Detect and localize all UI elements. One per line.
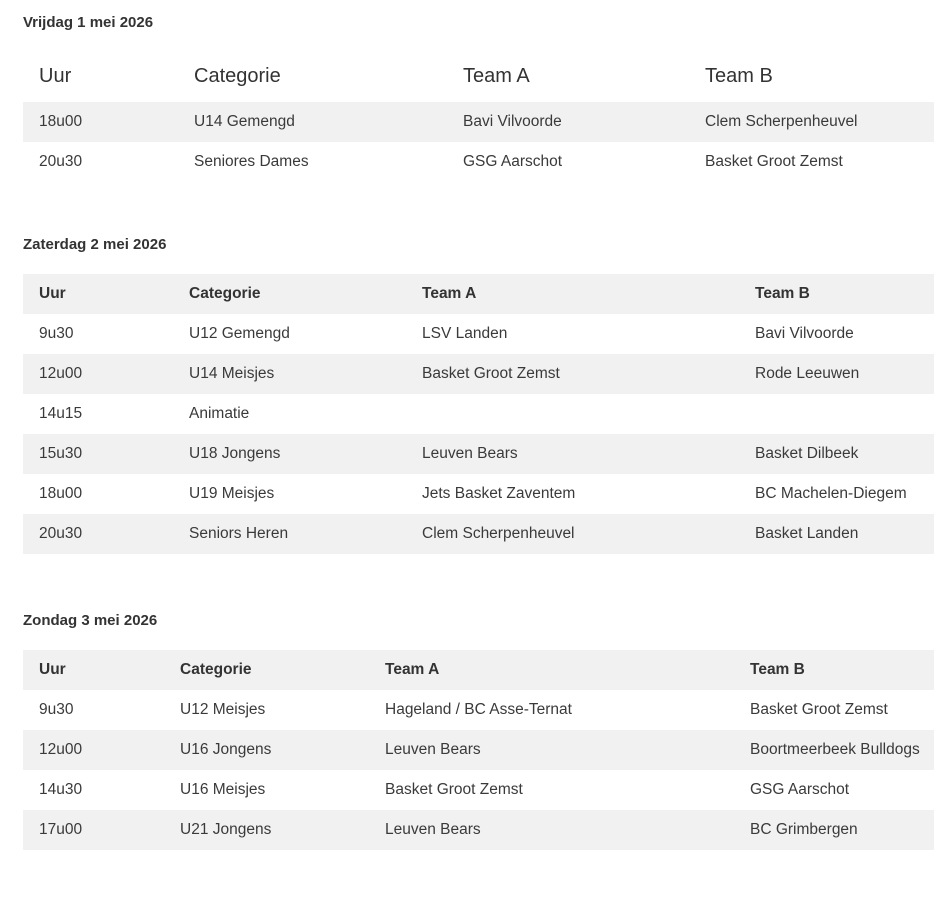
table-cell: BC Grimbergen	[750, 821, 858, 838]
table-cell: Basket Groot Zemst	[750, 701, 888, 718]
table-cell: Basket Groot Zemst	[385, 781, 523, 798]
table-row: 17u00 U21 Jongens Leuven Bears BC Grimberge…	[23, 810, 934, 850]
header-row: Uur Categorie Team A Team B	[23, 50, 934, 102]
table-row: 15u30 U18 Jongens Leuven Bears Basket Dilbe…	[23, 434, 934, 474]
table-cell: Jets Basket Zaventem	[422, 485, 576, 502]
table-row: 12u00 U14 Meisjes Basket Groot Zemst Rode L…	[23, 354, 934, 394]
day-title: Vrijdag 1 mei 2026	[23, 14, 154, 31]
table-row: 14u15 Animatie	[23, 394, 934, 434]
column-header: Team A	[463, 64, 530, 87]
table-cell: 9u30	[39, 701, 74, 718]
table-row: 12u00 U16 Jongens Leuven Bears Boortmeerbee…	[23, 730, 934, 770]
day-title: Zondag 3 mei 2026	[23, 612, 158, 629]
table-cell: Basket Dilbeek	[755, 445, 859, 462]
table-cell: 18u00	[39, 113, 83, 130]
table-cell: 17u00	[39, 821, 83, 838]
column-header: Uur	[39, 64, 72, 87]
table-cell: Leuven Bears	[385, 741, 481, 758]
header-row: Uur Categorie Team A Team B	[23, 274, 934, 314]
table-row: 18u00 U19 Meisjes Jets Basket Zaventem BC M…	[23, 474, 934, 514]
table-cell	[739, 394, 934, 434]
column-header: Team A	[385, 661, 440, 678]
table-cell: Hageland / BC Asse-Ternat	[385, 701, 572, 718]
table-cell: BC Machelen-Diegem	[755, 485, 907, 502]
table-cell: 14u30	[39, 781, 83, 798]
table-cell: 12u00	[39, 365, 83, 382]
table-cell: 14u15	[39, 405, 83, 422]
table-cell: U12 Gemengd	[189, 325, 290, 342]
column-header: Uur	[39, 285, 66, 302]
table-cell: LSV Landen	[422, 325, 508, 342]
table-row: 18u00 U14 Gemengd Bavi Vilvoorde Clem Scher…	[23, 102, 934, 142]
table-cell: Bavi Vilvoorde	[755, 325, 854, 342]
table-cell: 20u30	[39, 525, 83, 542]
table-cell: Basket Groot Zemst	[422, 365, 560, 382]
column-header: Categorie	[194, 64, 281, 87]
table-cell: U18 Jongens	[189, 445, 281, 462]
schedule-table: Uur Categorie Team A Team B 9u30 U12 Gemengd L…	[23, 274, 934, 554]
table-cell: Clem Scherpenheuvel	[705, 113, 858, 130]
table-cell: U19 Meisjes	[189, 485, 275, 502]
table-cell: Leuven Bears	[422, 445, 518, 462]
table-cell: U14 Meisjes	[189, 365, 275, 382]
table-cell: Seniors Heren	[189, 525, 289, 542]
table-cell: 20u30	[39, 153, 83, 170]
table-row: 20u30 Seniores Dames GSG Aarschot Basket Gr…	[23, 142, 934, 182]
column-header: Team B	[755, 285, 810, 302]
table-cell: U12 Meisjes	[180, 701, 266, 718]
table-cell: Seniores Dames	[194, 153, 309, 170]
column-header: Team B	[750, 661, 805, 678]
column-header: Uur	[39, 661, 66, 678]
table-cell: Basket Landen	[755, 525, 859, 542]
schedule-table: Uur Categorie Team A Team B 18u00 U14 Gemengd…	[23, 50, 934, 182]
table-cell: 15u30	[39, 445, 83, 462]
table-cell: U14 Gemengd	[194, 113, 295, 130]
column-header: Team A	[422, 285, 477, 302]
table-cell: Leuven Bears	[385, 821, 481, 838]
table-row: 9u30 U12 Gemengd LSV Landen Bavi Vilvoorde	[23, 314, 934, 354]
table-cell: Rode Leeuwen	[755, 365, 860, 382]
table-row: 9u30 U12 Meisjes Hageland / BC Asse-Ternat…	[23, 690, 934, 730]
table-cell: Boortmeerbeek Bulldogs	[750, 741, 920, 758]
column-header: Team B	[705, 64, 773, 87]
schedule-table: Uur Categorie Team A Team B 9u30 U12 Meisjes H…	[23, 650, 934, 850]
table-cell: 18u00	[39, 485, 83, 502]
column-header: Categorie	[180, 661, 252, 678]
table-cell: Bavi Vilvoorde	[463, 113, 562, 130]
table-cell: Clem Scherpenheuvel	[422, 525, 575, 542]
header-row: Uur Categorie Team A Team B	[23, 650, 934, 690]
day-title: Zaterdag 2 mei 2026	[23, 236, 167, 253]
table-cell: U16 Jongens	[180, 741, 272, 758]
table-cell: 12u00	[39, 741, 83, 758]
table-cell: 9u30	[39, 325, 74, 342]
table-cell	[406, 394, 739, 434]
table-cell: GSG Aarschot	[750, 781, 850, 798]
table-cell: U16 Meisjes	[180, 781, 266, 798]
table-cell: U21 Jongens	[180, 821, 272, 838]
table-row: 14u30 U16 Meisjes Basket Groot Zemst GSG Aa…	[23, 770, 934, 810]
column-header: Categorie	[189, 285, 261, 302]
table-cell: Basket Groot Zemst	[705, 153, 843, 170]
table-cell: GSG Aarschot	[463, 153, 563, 170]
table-row: 20u30 Seniors Heren Clem Scherpenheuvel Bas…	[23, 514, 934, 554]
table-cell: Animatie	[189, 405, 250, 422]
